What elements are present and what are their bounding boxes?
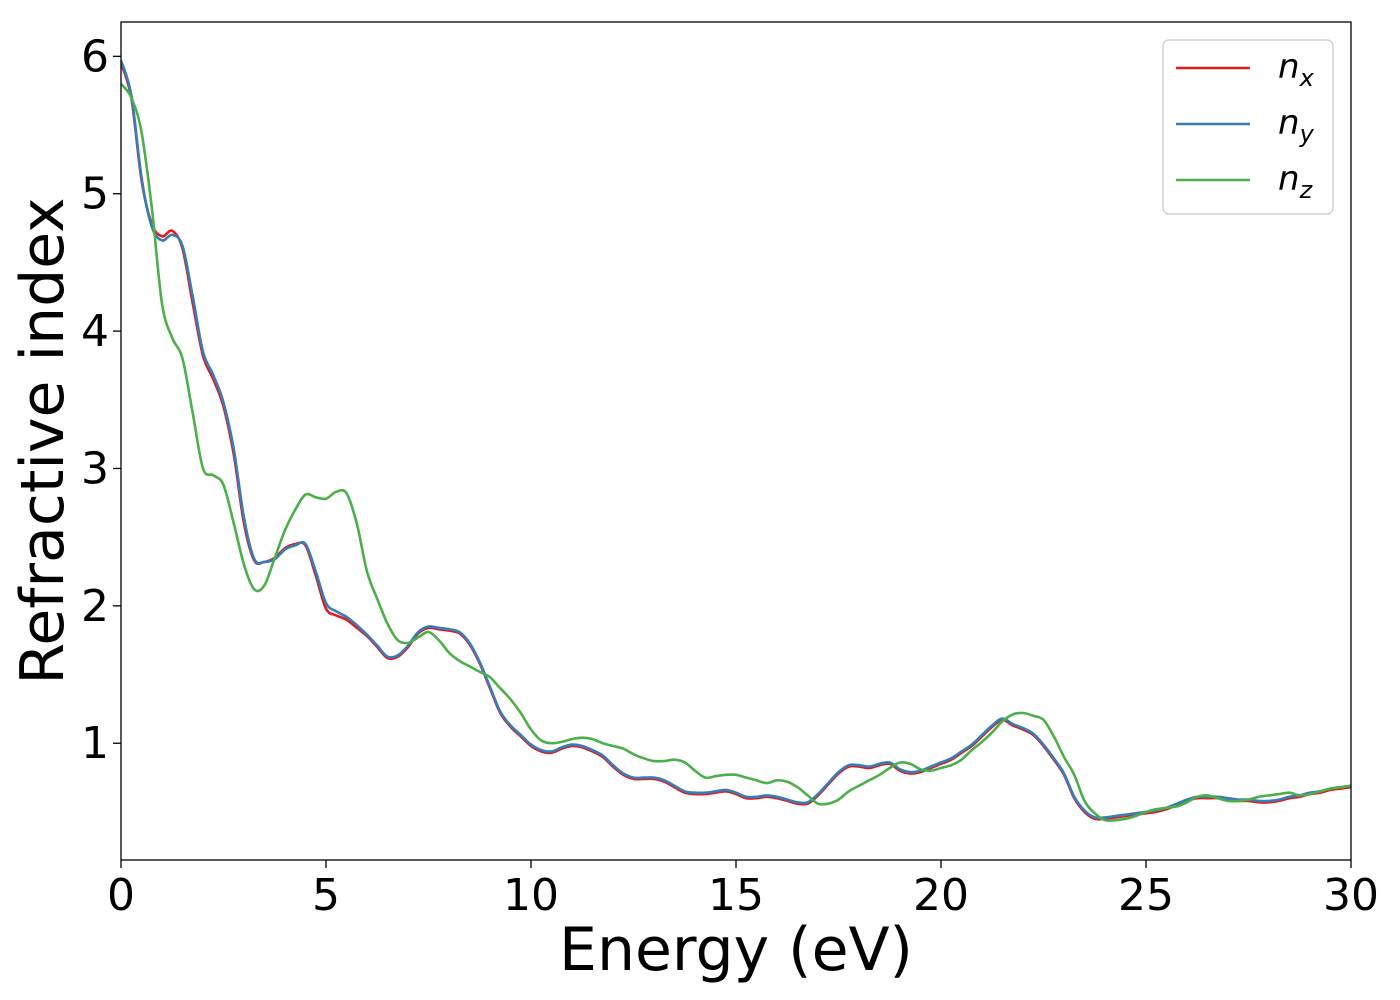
- x-tick-label: 0: [107, 870, 135, 921]
- x-tick-label: 10: [503, 870, 559, 921]
- y-axis-ticks: 1 2 3 4 5 6: [81, 31, 121, 769]
- y-tick-label: 6: [81, 31, 109, 82]
- legend-box: [1162, 39, 1334, 215]
- x-tick-label: 15: [708, 870, 764, 921]
- x-tick-label: 5: [312, 870, 340, 921]
- series-line-nz: [121, 82, 1351, 823]
- legend-label-subscript: x: [1299, 64, 1315, 92]
- y-tick-label: 5: [81, 169, 109, 220]
- legend-label-ny: ny: [1278, 103, 1315, 148]
- legend-label-base: n: [1278, 47, 1300, 87]
- legend-label-subscript: z: [1299, 176, 1314, 204]
- y-tick-label: 1: [81, 718, 109, 769]
- x-axis-ticks: 0 5 10 15 20 25 30: [107, 860, 1379, 921]
- x-tick-label: 20: [913, 870, 969, 921]
- legend-label-base: n: [1278, 159, 1300, 199]
- y-tick-label: 2: [81, 581, 109, 632]
- x-tick-label: 25: [1118, 870, 1174, 921]
- series-line-nx: [121, 62, 1351, 821]
- series-lines: [121, 60, 1351, 823]
- y-tick-label: 3: [81, 443, 109, 494]
- y-axis-title: Refractive index: [8, 197, 78, 684]
- y-tick-label: 4: [81, 306, 109, 357]
- x-axis-title: Energy (eV): [559, 915, 913, 985]
- legend-label-base: n: [1278, 103, 1300, 143]
- legend-label-nz: nz: [1278, 159, 1314, 204]
- x-tick-label: 30: [1323, 870, 1379, 921]
- legend-label-nx: nx: [1278, 47, 1315, 92]
- legend-label-subscript: y: [1299, 120, 1315, 148]
